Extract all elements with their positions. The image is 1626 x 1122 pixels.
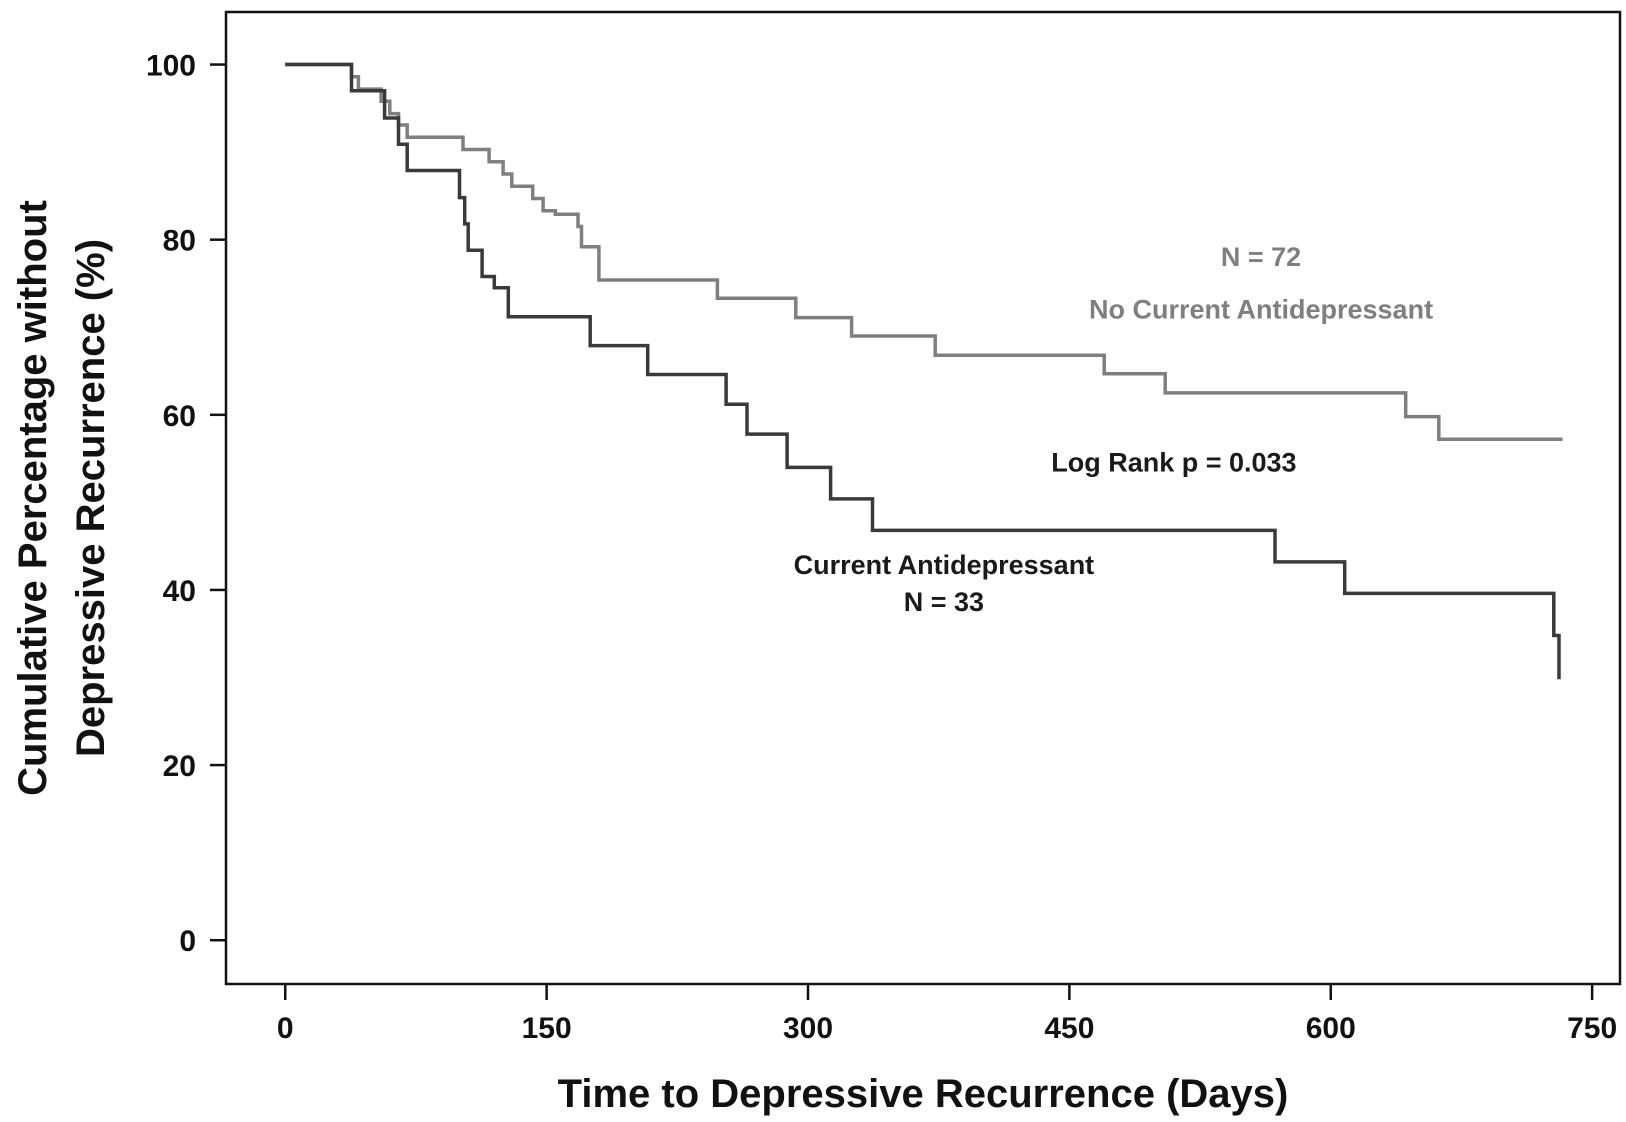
plot-frame <box>224 10 1622 986</box>
y-tick-label: 0 <box>179 925 196 958</box>
y-tick-label: 80 <box>163 225 196 258</box>
survival-curve-no-current-antidepressant <box>285 62 1563 442</box>
annotation-4: N = 33 <box>904 587 984 617</box>
y-tick-label: 60 <box>163 400 196 433</box>
series-layer <box>285 62 1563 680</box>
x-tick-label: 300 <box>783 1012 833 1045</box>
x-tick-label: 750 <box>1567 1012 1617 1045</box>
y-axis-title-line-1: Cumulative Percentage without <box>11 200 55 796</box>
y-axis-title-line-2: Depressive Recurrence (%) <box>69 239 113 757</box>
x-tick-label: 0 <box>277 1012 294 1045</box>
survival-curve-current-antidepressant <box>285 62 1561 680</box>
annotation-0: N = 72 <box>1221 242 1301 272</box>
y-tick-label: 20 <box>163 750 196 783</box>
annotation-layer: N = 72 No Current Antidepressant Log Rank … <box>794 242 1433 617</box>
annotation-2: Log Rank p = 0.033 <box>1051 448 1296 478</box>
x-tick-label: 450 <box>1044 1012 1094 1045</box>
y-tick-label: 100 <box>146 50 196 83</box>
x-axis: 0 150 300 450 600 750 <box>277 984 1617 1045</box>
annotation-3: Current Antidepressant <box>794 550 1095 580</box>
x-tick-label: 600 <box>1306 1012 1356 1045</box>
x-tick-label: 150 <box>522 1012 572 1045</box>
annotation-1: No Current Antidepressant <box>1089 294 1433 324</box>
y-axis: 0 20 40 60 80 100 <box>146 50 226 958</box>
y-tick-label: 40 <box>163 575 196 608</box>
x-axis-title: Time to Depressive Recurrence (Days) <box>558 1072 1289 1116</box>
